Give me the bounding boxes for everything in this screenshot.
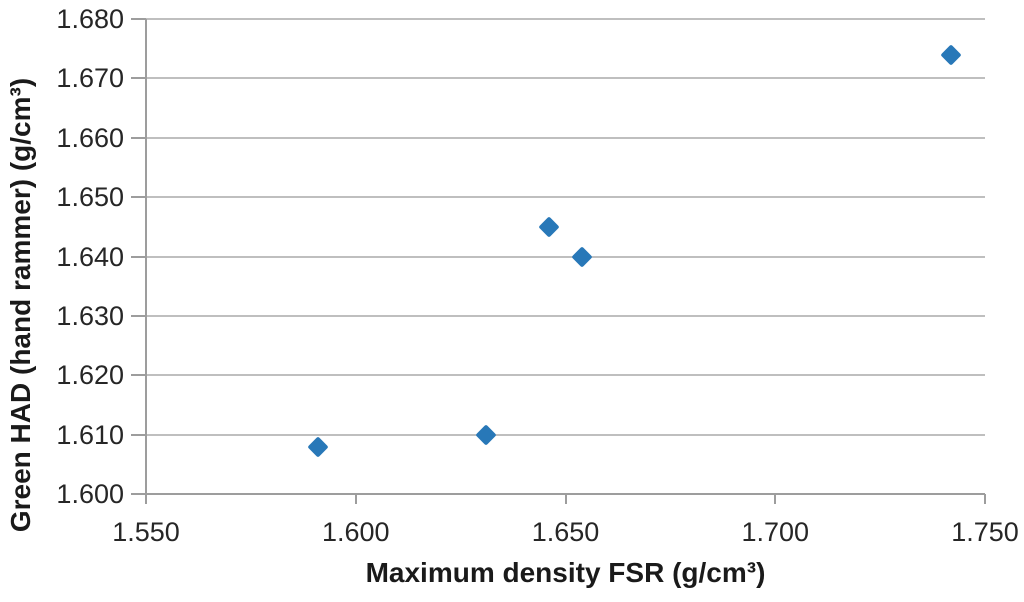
y-tick (131, 374, 146, 377)
y-tick-label: 1.610 (56, 419, 124, 450)
y-tick-label: 1.670 (56, 63, 124, 94)
y-tick (131, 314, 146, 317)
data-point-marker (475, 424, 497, 446)
y-tick (131, 255, 146, 258)
x-tick (354, 494, 357, 504)
y-tick (131, 136, 146, 139)
data-point-marker (307, 435, 329, 458)
gridline (146, 18, 985, 20)
x-tick-label: 1.700 (741, 517, 810, 547)
y-tick (131, 493, 146, 495)
y-tick-label: 1.640 (56, 241, 124, 272)
y-tick-label: 1.630 (56, 300, 124, 331)
x-tick-label: 1.650 (531, 517, 600, 547)
x-axis-line (146, 493, 985, 495)
gridline (146, 433, 985, 436)
x-tick-label: 1.600 (321, 517, 390, 547)
y-tick (131, 433, 146, 436)
y-tick (131, 18, 146, 20)
y-tick-label: 1.620 (56, 360, 124, 391)
y-tick-label: 1.660 (56, 122, 124, 153)
x-tick (984, 494, 986, 504)
y-tick-label: 1.650 (56, 182, 124, 213)
y-tick-label: 1.680 (56, 4, 124, 34)
data-point-marker (538, 216, 560, 238)
x-tick (564, 494, 567, 504)
y-tick (131, 77, 146, 80)
y-tick (131, 196, 146, 199)
gridline (146, 314, 985, 317)
x-axis-title: Maximum density FSR (g/cm³) (365, 557, 766, 588)
gridline (146, 136, 985, 139)
gridline (146, 374, 985, 377)
x-tick-label: 1.550 (112, 517, 180, 547)
y-tick-label: 1.600 (56, 479, 124, 509)
data-point-marker (571, 245, 593, 268)
data-point-marker (940, 44, 963, 66)
x-tick-label: 1.750 (951, 517, 1019, 547)
gridline (146, 255, 985, 258)
gridline (146, 77, 985, 80)
y-axis-line (145, 19, 147, 504)
gridline (146, 196, 985, 199)
x-tick (774, 494, 777, 504)
